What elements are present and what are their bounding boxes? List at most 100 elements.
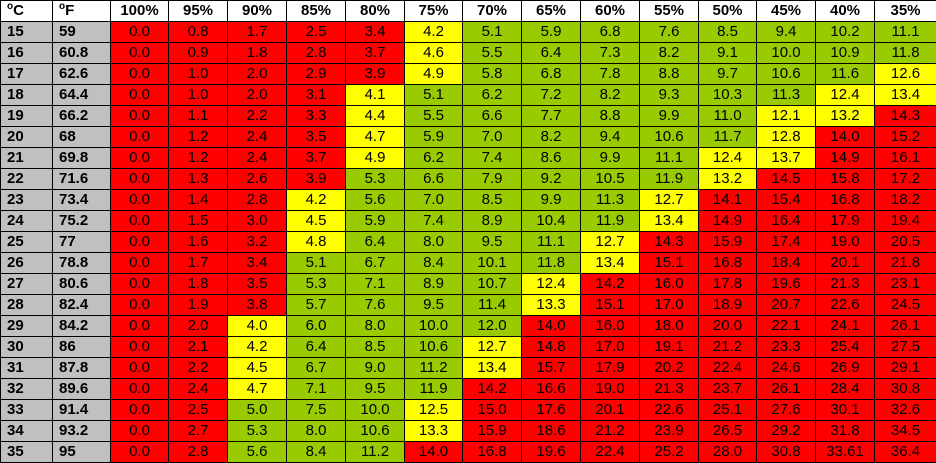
value-cell: 11.4	[463, 295, 522, 316]
value-cell: 0.8	[169, 22, 228, 43]
value-cell: 3.4	[346, 22, 405, 43]
value-cell: 0.0	[111, 295, 169, 316]
value-cell: 22.4	[699, 358, 757, 379]
value-cell: 21.8	[875, 253, 936, 274]
fahrenheit-cell: 91.4	[53, 400, 111, 421]
celsius-cell: 15	[1, 22, 53, 43]
value-cell: 0.0	[111, 442, 169, 463]
value-cell: 13.4	[640, 211, 699, 232]
value-cell: 3.4	[228, 253, 287, 274]
value-cell: 9.2	[522, 169, 581, 190]
value-cell: 9.1	[699, 43, 757, 64]
value-cell: 2.5	[169, 400, 228, 421]
value-cell: 16.4	[757, 211, 816, 232]
value-cell: 14.9	[816, 148, 875, 169]
value-cell: 7.5	[287, 400, 346, 421]
value-cell: 7.9	[463, 169, 522, 190]
value-cell: 8.5	[699, 22, 757, 43]
value-cell: 4.8	[287, 232, 346, 253]
value-cell: 15.4	[757, 190, 816, 211]
value-cell: 19.1	[640, 337, 699, 358]
value-cell: 0.0	[111, 127, 169, 148]
value-cell: 1.0	[169, 85, 228, 106]
value-cell: 10.3	[699, 85, 757, 106]
value-cell: 2.2	[169, 358, 228, 379]
value-cell: 4.7	[346, 127, 405, 148]
celsius-cell: 35	[1, 442, 53, 463]
fahrenheit-cell: 77	[53, 232, 111, 253]
value-cell: 5.3	[228, 421, 287, 442]
value-cell: 9.4	[581, 127, 640, 148]
value-cell: 2.6	[228, 169, 287, 190]
value-cell: 1.6	[169, 232, 228, 253]
value-cell: 0.0	[111, 190, 169, 211]
celsius-cell: 19	[1, 106, 53, 127]
fahrenheit-cell: 68	[53, 127, 111, 148]
value-cell: 6.8	[522, 64, 581, 85]
value-cell: 2.2	[228, 106, 287, 127]
value-cell: 23.1	[875, 274, 936, 295]
value-cell: 6.4	[346, 232, 405, 253]
value-cell: 12.7	[463, 337, 522, 358]
value-cell: 7.4	[463, 148, 522, 169]
value-cell: 17.4	[757, 232, 816, 253]
fahrenheit-unit: F	[65, 2, 74, 19]
value-cell: 19.6	[522, 442, 581, 463]
value-cell: 18.2	[875, 190, 936, 211]
value-cell: 6.6	[405, 169, 463, 190]
value-cell: 8.0	[346, 316, 405, 337]
value-cell: 29.2	[757, 421, 816, 442]
value-cell: 5.8	[463, 64, 522, 85]
value-cell: 0.0	[111, 211, 169, 232]
value-cell: 5.9	[522, 22, 581, 43]
value-cell: 9.7	[699, 64, 757, 85]
value-cell: 16.0	[640, 274, 699, 295]
value-cell: 2.8	[228, 190, 287, 211]
column-header: 75%	[405, 1, 463, 22]
celsius-cell: 23	[1, 190, 53, 211]
value-cell: 8.9	[463, 211, 522, 232]
value-cell: 2.1	[169, 337, 228, 358]
value-cell: 20.1	[816, 253, 875, 274]
column-header: 55%	[640, 1, 699, 22]
value-cell: 11.3	[757, 85, 816, 106]
value-cell: 6.7	[346, 253, 405, 274]
value-cell: 9.9	[522, 190, 581, 211]
value-cell: 13.3	[405, 421, 463, 442]
value-cell: 11.8	[522, 253, 581, 274]
value-cell: 8.4	[405, 253, 463, 274]
value-cell: 14.2	[463, 379, 522, 400]
value-cell: 5.6	[228, 442, 287, 463]
value-cell: 10.6	[346, 421, 405, 442]
celsius-cell: 30	[1, 337, 53, 358]
value-cell: 14.1	[699, 190, 757, 211]
value-cell: 10.0	[405, 316, 463, 337]
value-cell: 0.0	[111, 379, 169, 400]
value-cell: 8.8	[640, 64, 699, 85]
value-cell: 0.0	[111, 253, 169, 274]
value-cell: 6.2	[405, 148, 463, 169]
value-cell: 13.4	[875, 85, 936, 106]
value-cell: 2.9	[287, 64, 346, 85]
column-header: 65%	[522, 1, 581, 22]
value-cell: 15.1	[581, 295, 640, 316]
value-cell: 0.0	[111, 85, 169, 106]
value-cell: 14.0	[816, 127, 875, 148]
value-cell: 10.0	[757, 43, 816, 64]
value-cell: 15.2	[875, 127, 936, 148]
column-header: 50%	[699, 1, 757, 22]
value-cell: 10.2	[816, 22, 875, 43]
value-cell: 4.4	[346, 106, 405, 127]
value-cell: 18.6	[522, 421, 581, 442]
value-cell: 4.5	[287, 211, 346, 232]
